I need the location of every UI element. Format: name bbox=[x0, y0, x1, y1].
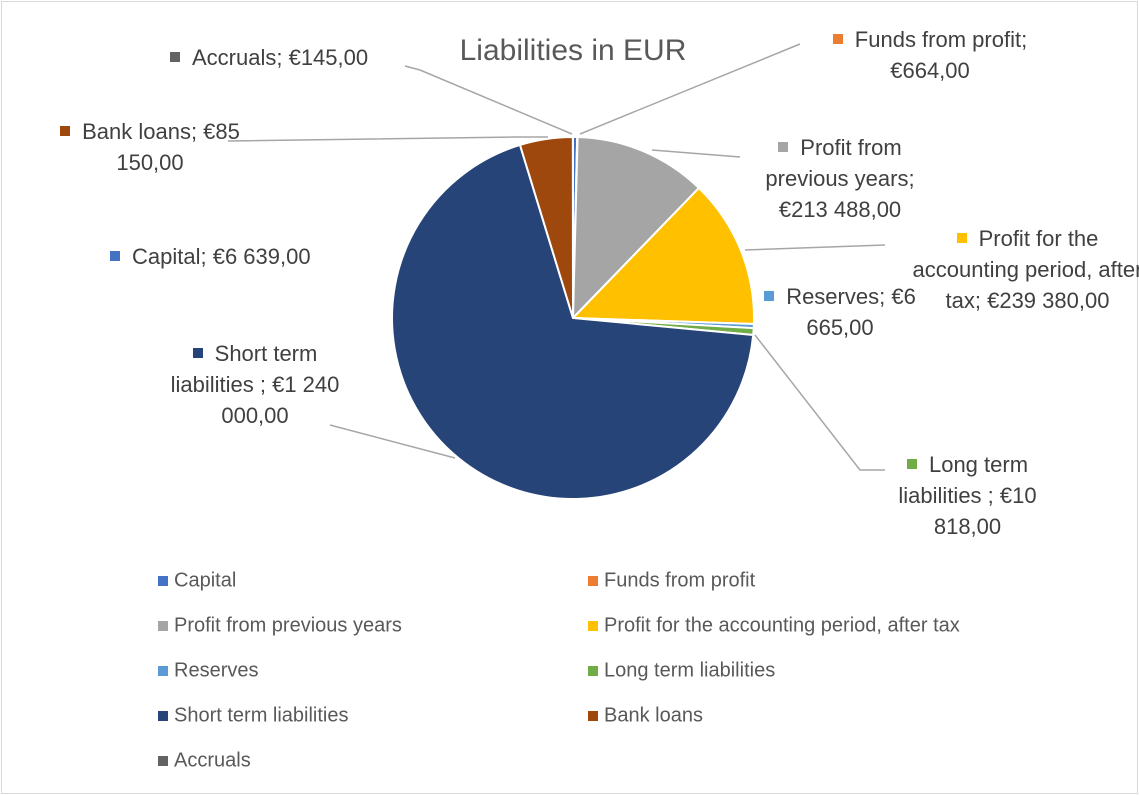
legend-label: Profit from previous years bbox=[174, 614, 402, 636]
data-label-text: Profit for the accounting period, after … bbox=[912, 226, 1139, 313]
legend-label: Short term liabilities bbox=[174, 704, 349, 726]
data-label-key bbox=[110, 251, 120, 261]
leader-line bbox=[651, 149, 741, 158]
data-label-key bbox=[956, 233, 967, 243]
data-label: Short term liabilities ; €1 240 000,00 bbox=[150, 338, 360, 431]
leader-line bbox=[404, 65, 573, 135]
legend-label: Capital bbox=[174, 569, 236, 591]
data-label-text: Funds from profit; €664,00 bbox=[854, 27, 1028, 83]
legend-label: Reserves bbox=[174, 659, 258, 681]
legend-key bbox=[158, 576, 168, 586]
legend-label: Funds from profit bbox=[604, 569, 756, 591]
pie-slice bbox=[570, 186, 755, 325]
data-label: Capital; €6 639,00 bbox=[110, 241, 370, 272]
data-label-key bbox=[778, 142, 789, 152]
data-label: Long term liabilities ; €10 818,00 bbox=[880, 449, 1055, 542]
data-label-key bbox=[192, 348, 203, 358]
data-label: Bank loans; €85 150,00 bbox=[60, 116, 240, 178]
data-label: Profit for the accounting period, after … bbox=[905, 223, 1139, 316]
data-label: Profit from previous years; €213 488,00 bbox=[745, 132, 935, 225]
legend-key bbox=[588, 711, 598, 721]
legend-key bbox=[158, 711, 168, 721]
leader-lines bbox=[227, 43, 886, 471]
legend-key bbox=[158, 666, 168, 676]
legend-key bbox=[158, 756, 168, 766]
leader-line bbox=[579, 43, 801, 135]
data-label-text: Short term liabilities ; €1 240 000,00 bbox=[170, 341, 340, 428]
data-label-text: Capital; €6 639,00 bbox=[132, 244, 311, 269]
legend-label: Bank loans bbox=[604, 704, 703, 726]
chart-title: Liabilities in EUR bbox=[460, 34, 687, 67]
legend-key bbox=[588, 621, 598, 631]
data-label-text: Long term liabilities ; €10 818,00 bbox=[898, 452, 1037, 539]
data-label-text: Bank loans; €85 150,00 bbox=[82, 119, 240, 175]
data-label-key bbox=[60, 126, 71, 136]
leader-line bbox=[744, 244, 886, 251]
data-label-text: Accruals; €145,00 bbox=[192, 45, 369, 70]
legend-key bbox=[588, 666, 598, 676]
data-label-key bbox=[832, 34, 843, 44]
leader-line bbox=[754, 334, 885, 471]
pie-slice bbox=[391, 143, 755, 500]
data-label-text: Profit from previous years; €213 488,00 bbox=[765, 135, 915, 222]
data-label-key bbox=[170, 52, 180, 62]
legend-label: Profit for the accounting period, after … bbox=[604, 614, 960, 636]
data-label: Funds from profit; €664,00 bbox=[790, 24, 1070, 86]
data-label-text: Reserves; €6 665,00 bbox=[786, 284, 916, 340]
data-label: Accruals; €145,00 bbox=[170, 42, 430, 73]
data-label-key bbox=[906, 459, 917, 469]
legend-label: Accruals bbox=[174, 749, 251, 771]
data-label: Reserves; €6 665,00 bbox=[760, 281, 920, 343]
data-label-key bbox=[764, 291, 775, 301]
legend-key bbox=[588, 576, 598, 586]
pie-slice bbox=[571, 136, 701, 321]
leader-line bbox=[227, 136, 548, 142]
legend-label: Long term liabilities bbox=[604, 659, 775, 681]
leader-line bbox=[329, 424, 456, 459]
legend-key bbox=[158, 621, 168, 631]
